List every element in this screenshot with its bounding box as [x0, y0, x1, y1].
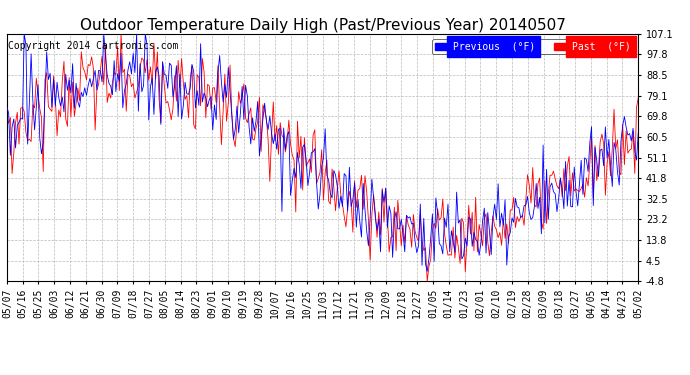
- Legend: Previous  (°F), Past  (°F): Previous (°F), Past (°F): [432, 39, 633, 54]
- Title: Outdoor Temperature Daily High (Past/Previous Year) 20140507: Outdoor Temperature Daily High (Past/Pre…: [79, 18, 566, 33]
- Text: Copyright 2014 Cartronics.com: Copyright 2014 Cartronics.com: [8, 41, 178, 51]
